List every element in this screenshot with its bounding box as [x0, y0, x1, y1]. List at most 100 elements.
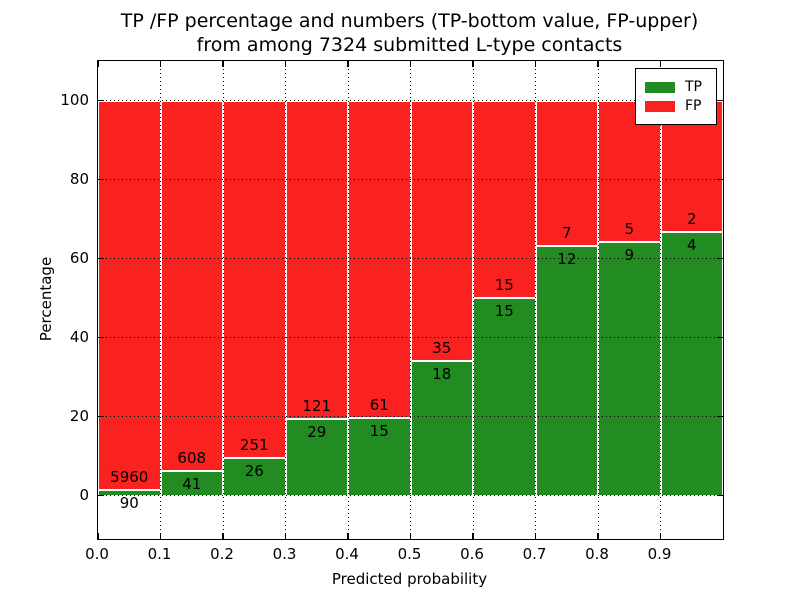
- bar-tp-segment: [535, 246, 598, 496]
- bar-fp-segment: [348, 100, 411, 418]
- y-tick-label: 80: [69, 169, 89, 188]
- bar-tp-count-label: 18: [432, 365, 452, 384]
- y-tick-mark-right: [717, 257, 723, 260]
- x-tick-mark-bottom: [159, 533, 162, 539]
- gridline-vertical: [160, 61, 161, 539]
- bar-fp-count-label: 15: [494, 276, 514, 295]
- bar-fp-segment: [285, 100, 348, 420]
- bar-fp-segment: [535, 100, 598, 247]
- x-tick-label: 0.6: [460, 545, 484, 563]
- x-tick-mark-top: [159, 61, 162, 67]
- y-tick-label: 40: [69, 327, 89, 346]
- gridline-horizontal: [98, 258, 723, 260]
- bar-tp-segment: [660, 232, 723, 496]
- gridline-vertical: [410, 61, 411, 539]
- x-tick-mark-top: [472, 61, 474, 67]
- x-tick-label: 0.5: [397, 545, 422, 563]
- x-tick-label: 0.0: [85, 545, 109, 563]
- bar-tp-count-label: 41: [182, 474, 202, 493]
- bar-tp-count-label: 12: [557, 250, 577, 269]
- y-tick-mark-left: [98, 257, 104, 260]
- legend-item: TP: [645, 79, 707, 95]
- x-tick-mark-bottom: [97, 533, 99, 539]
- x-tick-mark-bottom: [534, 533, 537, 539]
- bar-fp-count-label: 35: [432, 339, 452, 358]
- y-tick-mark-right: [717, 99, 723, 102]
- x-tick-mark-top: [97, 61, 99, 67]
- y-tick-mark-left: [98, 415, 104, 418]
- chart-title-line2: from among 7324 submitted L-type contact…: [196, 34, 623, 56]
- x-tick-mark-bottom: [284, 533, 287, 539]
- bar-tp-count-label: 15: [369, 421, 389, 440]
- bar-fp-count-label: 5960: [110, 467, 149, 486]
- gridline-vertical: [285, 61, 286, 539]
- x-tick-mark-bottom: [597, 533, 599, 539]
- x-tick-mark-top: [347, 61, 349, 67]
- y-tick-mark-right: [717, 494, 723, 497]
- gridline-horizontal: [98, 179, 723, 180]
- legend-item-label: TP: [685, 79, 702, 95]
- bar-tp-count-label: 15: [494, 302, 514, 321]
- gridline-vertical: [660, 61, 661, 539]
- gridline-vertical: [472, 61, 474, 539]
- y-tick-mark-left: [98, 178, 104, 181]
- gridline-vertical: [535, 61, 536, 539]
- gridline-horizontal: [98, 416, 723, 418]
- x-tick-mark-bottom: [409, 533, 412, 539]
- legend-item: FP: [645, 98, 707, 114]
- bar-tp-segment: [410, 361, 473, 496]
- tp-legend-patch: [645, 81, 675, 93]
- y-tick-mark-left: [98, 494, 104, 497]
- bar-fp-segment: [223, 100, 286, 459]
- bar-tp-count-label: 26: [244, 462, 264, 481]
- x-tick-mark-bottom: [472, 533, 474, 539]
- fp-legend-patch: [645, 100, 675, 112]
- x-tick-mark-bottom: [659, 533, 662, 539]
- y-tick-mark-right: [717, 415, 723, 418]
- bar-fp-count-label: 5: [624, 219, 635, 238]
- y-tick-label: 20: [69, 406, 89, 425]
- chart-title-line1: TP /FP percentage and numbers (TP-bottom…: [120, 10, 699, 32]
- x-tick-mark-top: [222, 61, 224, 67]
- x-tick-mark-top: [409, 61, 412, 67]
- x-tick-label: 0.9: [647, 545, 672, 563]
- bar-fp-count-label: 61: [369, 395, 389, 414]
- bar-tp-segment: [598, 241, 661, 496]
- x-tick-mark-top: [534, 61, 537, 67]
- y-tick-mark-left: [98, 99, 104, 102]
- gridline-vertical: [597, 61, 599, 539]
- y-tick-mark-left: [98, 336, 104, 339]
- bar-tp-count-label: 29: [307, 423, 327, 442]
- x-tick-mark-bottom: [347, 533, 349, 539]
- bar-tp-count-label: 4: [686, 236, 697, 255]
- x-tick-label: 0.3: [272, 545, 297, 563]
- bar-fp-count-label: 251: [239, 436, 269, 455]
- x-tick-label: 0.2: [210, 545, 234, 563]
- legend-item-label: FP: [685, 98, 702, 114]
- x-axis-label: Predicted probability: [331, 570, 488, 588]
- x-tick-mark-top: [659, 61, 662, 67]
- x-tick-label: 0.7: [522, 545, 547, 563]
- y-tick-label: 0: [79, 485, 89, 504]
- bar-tp-count-label: 9: [624, 245, 635, 264]
- gridline-horizontal: [98, 495, 723, 497]
- gridline-horizontal: [98, 337, 723, 339]
- gridline-vertical: [347, 61, 349, 539]
- y-tick-mark-right: [717, 336, 723, 339]
- gridline-vertical: [222, 61, 224, 539]
- bar-fp-count-label: 2: [686, 210, 697, 229]
- x-tick-mark-bottom: [222, 533, 224, 539]
- chart-title: TP /FP percentage and numbers (TP-bottom…: [97, 9, 722, 57]
- bar-fp-segment: [473, 100, 536, 299]
- bar-tp-segment: [473, 298, 536, 496]
- y-tick-mark-right: [717, 178, 723, 181]
- bar-fp-count-label: 121: [302, 397, 332, 416]
- bar-fp-count-label: 608: [177, 448, 207, 467]
- x-tick-label: 0.4: [335, 545, 359, 563]
- y-tick-label: 100: [60, 90, 89, 109]
- x-tick-label: 0.8: [585, 545, 609, 563]
- y-tick-label: 60: [69, 248, 89, 267]
- gridline-horizontal: [98, 100, 723, 101]
- plot-area: TP FP 5960 90 608 41 251 26 121 29 61 15 35 18 15 15 7 1…: [97, 60, 724, 540]
